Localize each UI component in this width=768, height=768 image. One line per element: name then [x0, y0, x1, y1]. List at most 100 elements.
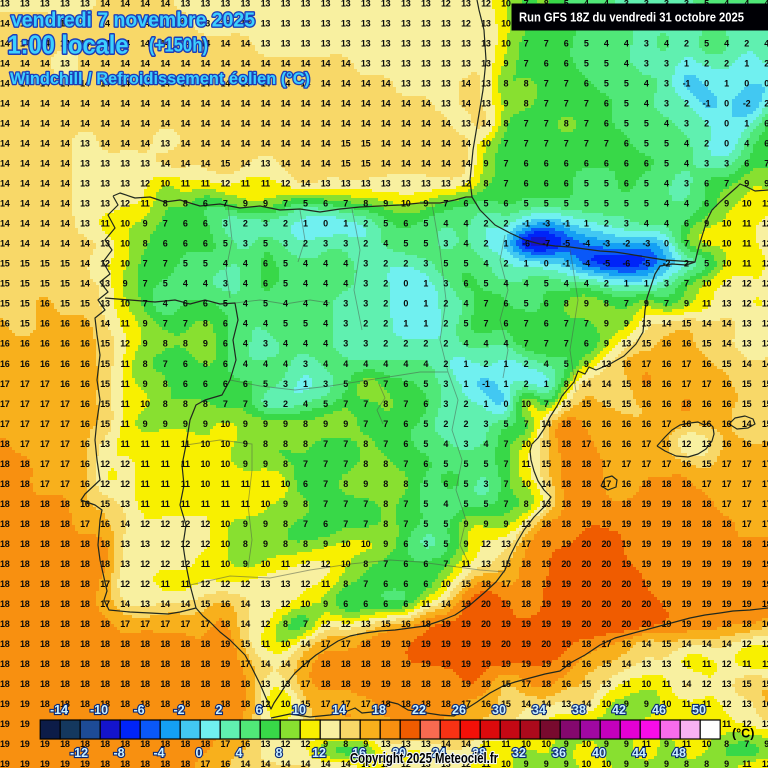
svg-text:-1: -1 [562, 219, 570, 229]
svg-text:20: 20 [601, 539, 611, 549]
svg-text:9: 9 [704, 219, 709, 229]
svg-text:4: 4 [664, 119, 669, 129]
svg-text:1: 1 [484, 399, 489, 409]
svg-text:15: 15 [100, 359, 110, 369]
svg-text:18: 18 [100, 559, 110, 569]
svg-text:6: 6 [223, 379, 228, 389]
svg-text:34: 34 [532, 703, 546, 717]
svg-text:11: 11 [221, 499, 230, 509]
svg-text:18: 18 [140, 679, 150, 689]
svg-text:8: 8 [564, 299, 569, 309]
svg-text:13: 13 [381, 0, 391, 8]
svg-text:1: 1 [423, 279, 428, 289]
svg-text:14: 14 [160, 99, 170, 109]
svg-text:18: 18 [60, 679, 70, 689]
svg-text:15: 15 [642, 339, 652, 349]
svg-text:15: 15 [662, 639, 672, 649]
svg-text:7: 7 [383, 379, 388, 389]
svg-text:18: 18 [622, 499, 632, 509]
svg-text:18: 18 [361, 659, 371, 669]
svg-text:2: 2 [724, 59, 729, 69]
svg-text:19: 19 [541, 579, 551, 589]
svg-text:18: 18 [140, 759, 150, 768]
svg-text:4: 4 [664, 199, 669, 209]
svg-text:14: 14 [40, 99, 50, 109]
svg-text:5: 5 [484, 199, 489, 209]
svg-text:2: 2 [524, 379, 529, 389]
svg-text:14: 14 [261, 139, 271, 149]
svg-text:0: 0 [403, 299, 408, 309]
svg-text:1: 1 [644, 279, 649, 289]
svg-text:14: 14 [662, 319, 672, 329]
svg-text:16: 16 [601, 439, 611, 449]
svg-text:15: 15 [60, 259, 70, 269]
svg-text:4: 4 [524, 279, 529, 289]
svg-text:2: 2 [484, 359, 489, 369]
svg-text:17: 17 [341, 699, 351, 709]
svg-text:10: 10 [220, 539, 230, 549]
svg-text:15: 15 [341, 139, 351, 149]
svg-text:14: 14 [20, 179, 30, 189]
svg-text:14: 14 [341, 759, 351, 768]
svg-text:6: 6 [423, 579, 428, 589]
svg-text:10: 10 [341, 539, 351, 549]
svg-text:8: 8 [524, 499, 529, 509]
svg-text:19: 19 [0, 719, 10, 729]
svg-text:6: 6 [644, 159, 649, 169]
svg-text:10: 10 [601, 699, 611, 709]
svg-text:18: 18 [200, 699, 210, 709]
svg-text:5: 5 [564, 199, 569, 209]
svg-text:14: 14 [20, 99, 30, 109]
svg-text:14: 14 [301, 159, 311, 169]
svg-text:2: 2 [443, 339, 448, 349]
svg-text:7: 7 [504, 439, 509, 449]
svg-text:5: 5 [624, 199, 629, 209]
svg-text:18: 18 [341, 659, 351, 669]
svg-text:3: 3 [624, 219, 629, 229]
svg-text:6: 6 [183, 239, 188, 249]
svg-text:26: 26 [452, 703, 466, 717]
svg-text:14: 14 [301, 179, 311, 189]
svg-text:8: 8 [283, 539, 288, 549]
svg-text:13: 13 [521, 519, 531, 529]
svg-text:2: 2 [383, 299, 388, 309]
svg-text:5: 5 [443, 459, 448, 469]
svg-text:13: 13 [441, 759, 451, 768]
svg-text:7: 7 [323, 459, 328, 469]
svg-text:18: 18 [100, 759, 110, 768]
svg-text:13: 13 [461, 119, 471, 129]
svg-text:13: 13 [80, 159, 90, 169]
svg-text:9: 9 [524, 759, 529, 768]
svg-text:19: 19 [361, 679, 371, 689]
svg-text:5: 5 [564, 359, 569, 369]
svg-text:10: 10 [341, 559, 351, 569]
svg-text:8: 8 [604, 299, 609, 309]
svg-text:6: 6 [203, 239, 208, 249]
svg-text:3: 3 [343, 319, 348, 329]
svg-text:11: 11 [682, 659, 691, 669]
svg-text:17: 17 [461, 699, 471, 709]
svg-text:12: 12 [140, 519, 150, 529]
svg-text:16: 16 [20, 359, 30, 369]
svg-text:19: 19 [0, 739, 10, 749]
svg-text:2: 2 [383, 319, 388, 329]
svg-text:7: 7 [544, 119, 549, 129]
svg-text:3: 3 [243, 239, 248, 249]
svg-text:18: 18 [200, 739, 210, 749]
svg-text:32: 32 [512, 746, 526, 760]
svg-text:10: 10 [702, 739, 712, 749]
svg-text:18: 18 [120, 659, 130, 669]
svg-text:-2: -2 [743, 99, 751, 109]
svg-text:13: 13 [100, 179, 110, 189]
svg-text:11: 11 [120, 359, 129, 369]
svg-text:14: 14 [140, 59, 150, 69]
svg-text:14: 14 [60, 139, 70, 149]
svg-text:8: 8 [143, 359, 148, 369]
svg-text:18: 18 [60, 659, 70, 669]
svg-text:7: 7 [544, 139, 549, 149]
svg-text:18: 18 [0, 459, 10, 469]
svg-text:14: 14 [40, 79, 50, 89]
svg-text:9: 9 [363, 739, 368, 749]
svg-text:14: 14 [180, 18, 190, 28]
svg-text:11: 11 [181, 439, 190, 449]
